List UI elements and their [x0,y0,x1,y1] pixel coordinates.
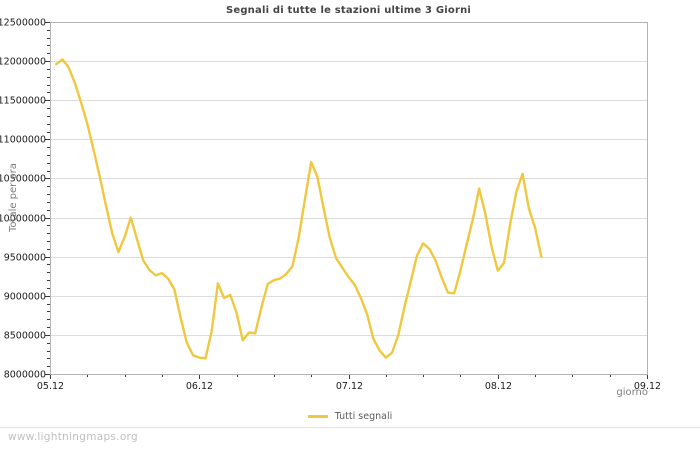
y-tick-label: 10000000 [0,214,46,225]
line-chart: 8000000 8500000 9000000 9500000 10000000 1050… [0,18,661,393]
y-tick-label: 8000000 [4,370,46,381]
x-axis-title: giorno [616,387,648,398]
y-tick-label: 12500000 [0,18,46,29]
y-tick-label: 9500000 [4,253,46,264]
x-tick-label: 09.12 [634,381,661,392]
y-tick-label: 10500000 [0,174,46,185]
footer-divider [0,427,700,428]
chart-legend: Tutti segnali [0,411,700,422]
axis-tick-labels: 8000000 8500000 9000000 9500000 10000000 1050… [0,18,661,393]
x-tick-label: 05.12 [37,381,64,392]
y-tick-label: 11500000 [0,96,46,107]
y-tick-label: 12000000 [0,57,46,68]
x-tick-label: 06.12 [186,381,213,392]
legend-label: Tutti segnali [334,411,393,422]
x-tick-label: 08.12 [485,381,512,392]
chart-container: Segnali di tutte le stazioni ultime 3 Gi… [0,5,661,398]
y-tick-label: 9000000 [4,292,46,303]
y-tick-label: 11000000 [0,135,46,146]
x-tick-label: 07.12 [336,381,363,392]
watermark-text: www.lightningmaps.org [8,431,138,443]
y-tick-label: 8500000 [4,331,46,342]
y-axis-title: Totale per ora [8,163,19,232]
plot-border [50,22,648,375]
gridlines [50,61,647,336]
legend-line-swatch [307,415,328,418]
series-line-tutti-segnali [55,58,543,360]
chart-title: Segnali di tutte le stazioni ultime 3 Gi… [225,5,472,16]
axis-ticks [45,22,648,379]
